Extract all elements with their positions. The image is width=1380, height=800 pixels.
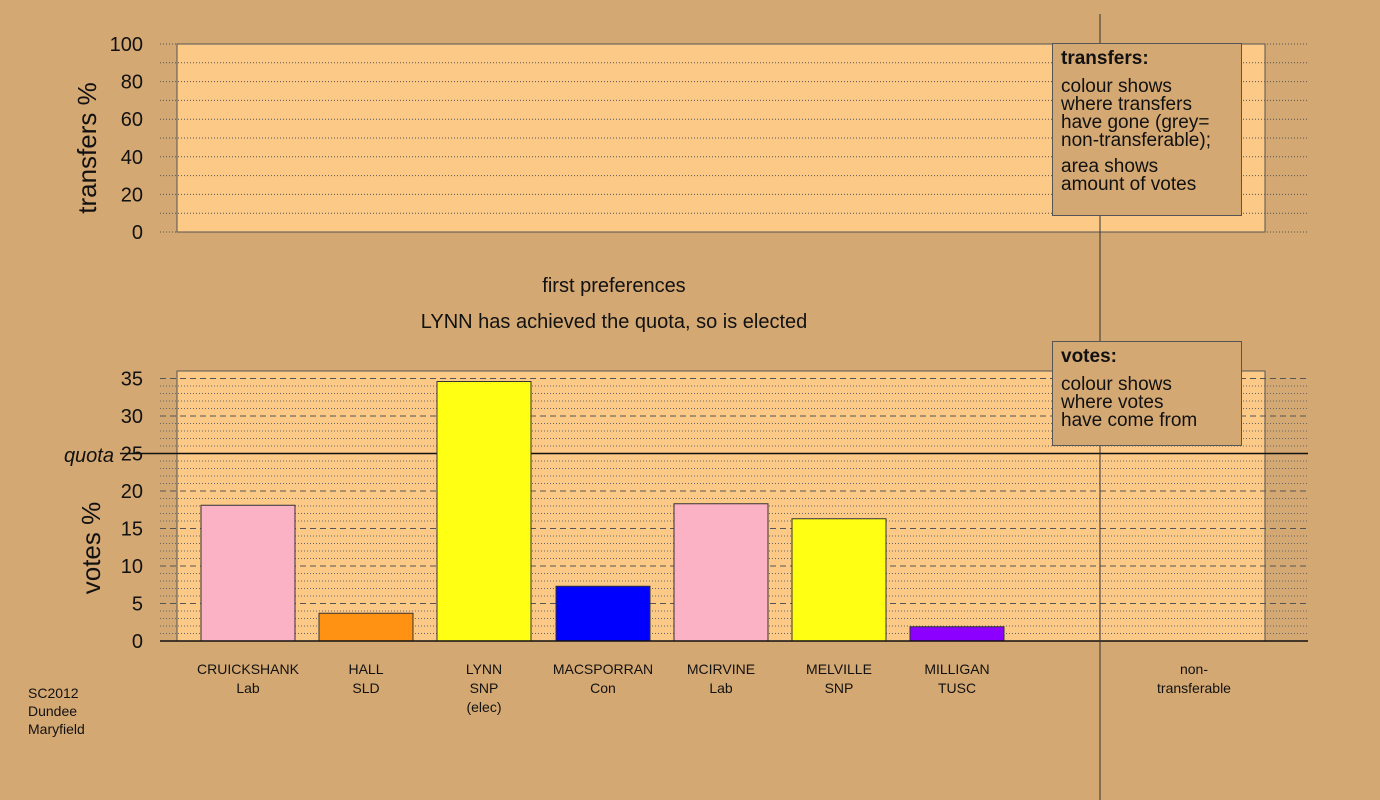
transfers-legend-line: where transfers	[1061, 94, 1192, 115]
votes-tick-label: 10	[121, 556, 143, 578]
transfers-tick-label: 40	[121, 147, 143, 169]
transfers-legend-title: transfers:	[1061, 48, 1149, 69]
bar-cruickshank	[200, 504, 296, 642]
ward-name: Maryfield	[28, 721, 85, 737]
transfers-legend-line: area shows	[1061, 156, 1159, 177]
candidate-party: TUSC	[938, 680, 976, 696]
transfers-legend-line: colour shows	[1061, 76, 1172, 97]
candidate-party: SNP	[825, 680, 854, 696]
votes-tick-label: 35	[121, 369, 143, 391]
council-name: Dundee	[28, 703, 78, 719]
bar-hall	[318, 612, 414, 642]
election-code: SC2012	[28, 685, 79, 701]
transfers-axis-title: transfers %	[72, 82, 102, 214]
bar-macsporran	[555, 585, 651, 642]
votes-axis-title: votes %	[76, 502, 106, 595]
transfers-legend-line: have gone (grey=	[1061, 112, 1210, 133]
votes-legend: votes: colour shows where votes have com…	[1052, 341, 1242, 446]
nontransferable-label: transferable	[1157, 680, 1231, 696]
candidate-status: (elec)	[466, 699, 501, 715]
candidate-party: Lab	[236, 680, 260, 696]
votes-tick-label: 15	[121, 519, 143, 541]
bar-milligan	[909, 626, 1005, 642]
transfers-tick-label: 100	[110, 34, 143, 56]
transfers-legend: transfers: colour shows where transfers …	[1052, 43, 1242, 216]
transfers-tick-label: 0	[132, 222, 143, 244]
transfers-legend-line: amount of votes	[1061, 174, 1197, 195]
transfers-legend-line: non-transferable);	[1061, 130, 1211, 151]
votes-legend-line: have come from	[1061, 410, 1198, 431]
votes-legend-line: where votes	[1061, 392, 1164, 413]
candidate-name: MCIRVINE	[687, 661, 755, 677]
bar-lynn	[436, 381, 532, 642]
votes-tick-label: 25	[121, 444, 143, 466]
votes-tick-label: 0	[132, 631, 143, 653]
quota-label: quota	[64, 445, 114, 467]
votes-tick-label: 30	[121, 406, 143, 428]
chart-title: first preferences	[542, 275, 685, 297]
candidate-name: MACSPORRAN	[553, 661, 653, 677]
nontransferable-label: non-	[1180, 661, 1208, 677]
votes-tick-label: 20	[121, 481, 143, 503]
candidate-party: SLD	[352, 680, 379, 696]
votes-tick-label: 5	[132, 594, 143, 616]
candidate-name: LYNN	[466, 661, 502, 677]
bar-mcirvine	[673, 503, 769, 642]
transfers-tick-label: 20	[121, 184, 143, 206]
transfers-tick-label: 80	[121, 72, 143, 94]
candidate-party: Lab	[709, 680, 733, 696]
candidate-party: Con	[590, 680, 616, 696]
candidate-name: MELVILLE	[806, 661, 872, 677]
candidate-name: HALL	[348, 661, 383, 677]
transfers-tick-label: 60	[121, 109, 143, 131]
candidate-name: CRUICKSHANK	[197, 661, 300, 677]
votes-legend-line: colour shows	[1061, 374, 1172, 395]
chart-subtitle: LYNN has achieved the quota, so is elect…	[421, 311, 808, 333]
election-label: SC2012 Dundee Maryfield	[28, 684, 85, 738]
candidate-party: SNP	[470, 680, 499, 696]
candidate-name: MILLIGAN	[924, 661, 989, 677]
bar-melville	[791, 518, 887, 642]
votes-legend-title: votes:	[1061, 346, 1117, 367]
